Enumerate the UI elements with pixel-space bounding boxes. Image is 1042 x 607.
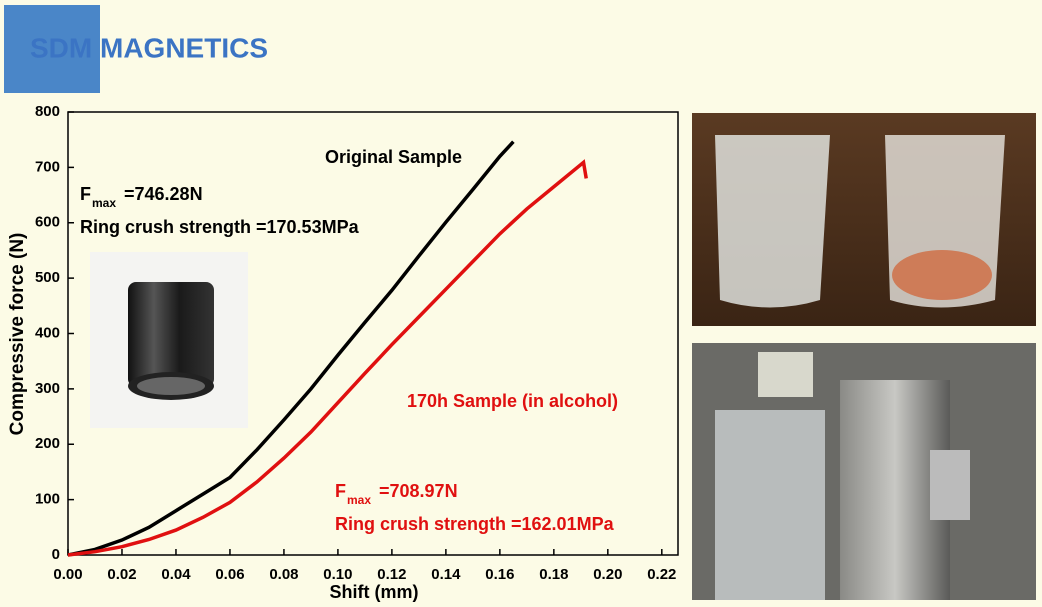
y-tick-label: 200: [35, 435, 60, 452]
photo-machine: [692, 343, 1036, 600]
y-tick-label: 100: [35, 491, 60, 508]
x-tick-label: 0.10: [323, 566, 352, 583]
y-tick-label: 700: [35, 158, 60, 175]
x-tick-label: 0.22: [647, 566, 676, 583]
annotation-sub: max: [347, 493, 371, 507]
y-axis-label: Compressive force (N): [7, 233, 28, 436]
x-tick-label: 0.14: [431, 566, 461, 583]
x-tick-label: 0.12: [377, 566, 406, 583]
x-tick-label: 0.08: [269, 566, 298, 583]
annotation-text: =746.28N: [124, 184, 203, 204]
y-tick-label: 600: [35, 214, 60, 231]
line: [67, 159, 588, 557]
y-tick-label: 300: [35, 380, 60, 397]
annotation-f: F: [335, 481, 346, 501]
annotation-text: Ring crush strength =162.01MPa: [335, 514, 615, 534]
annotation-sub: max: [92, 196, 116, 210]
y-tick-label: 400: [35, 324, 60, 341]
x-tick-label: 0.04: [161, 566, 191, 583]
logo-box: [4, 5, 100, 93]
y-tick-label: 800: [35, 103, 60, 120]
x-tick-label: 0.02: [107, 566, 136, 583]
line: [67, 140, 515, 557]
x-tick-label: 0.18: [539, 566, 568, 583]
x-tick-label: 0.00: [53, 566, 82, 583]
y-tick-label: 500: [35, 269, 60, 286]
annotation-f: F: [80, 184, 91, 204]
annotation-text: Ring crush strength =170.53MPa: [80, 217, 360, 237]
x-tick-label: 0.16: [485, 566, 514, 583]
y-tick-label: 0: [52, 546, 60, 563]
x-tick-label: 0.20: [593, 566, 622, 583]
photo-beakers: [692, 113, 1036, 326]
series-label: Original Sample: [325, 147, 462, 167]
logo: SDM MAGNETICS: [30, 32, 268, 63]
x-tick-label: 0.06: [215, 566, 244, 583]
annotation-text: =708.97N: [379, 481, 458, 501]
x-axis-label: Shift (mm): [330, 582, 419, 602]
annotation: F max =746.28N Ring crush strength =170.…: [80, 184, 360, 237]
annotation: F max =708.97N Ring crush strength =162.…: [335, 481, 615, 534]
photo-ring: [90, 252, 248, 428]
series-label: 170h Sample (in alcohol): [407, 391, 618, 411]
